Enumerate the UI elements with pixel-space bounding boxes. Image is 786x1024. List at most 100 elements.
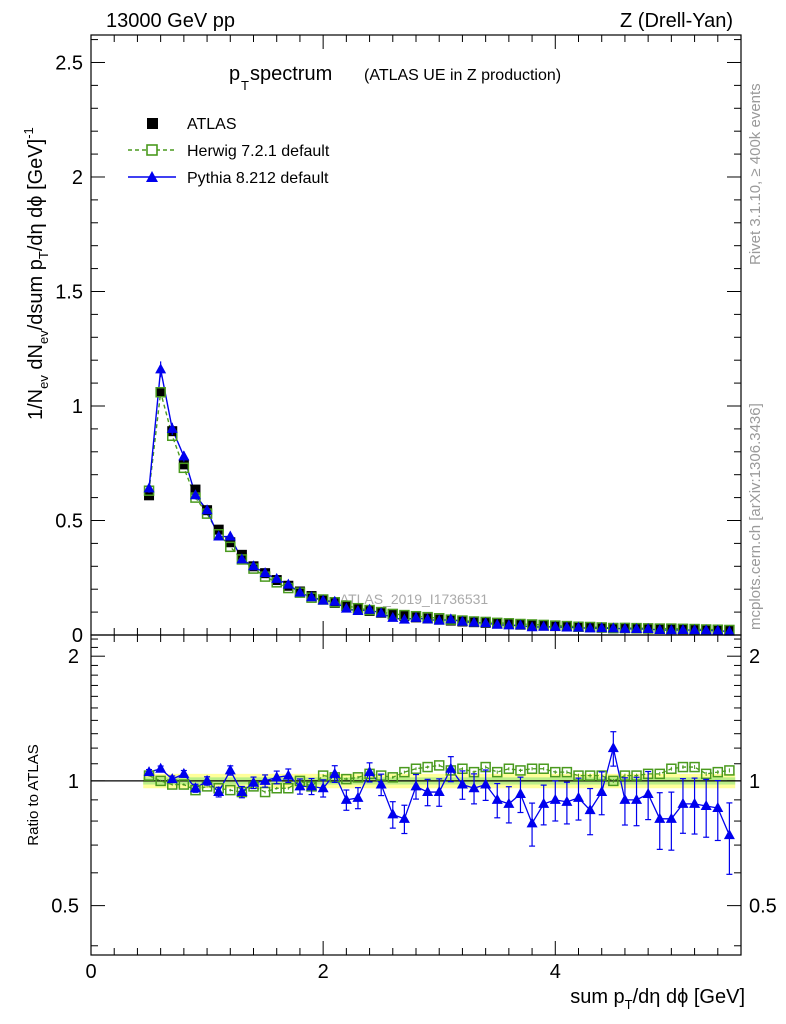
herwig-ratio-point xyxy=(515,765,526,776)
herwig-ratio-point xyxy=(584,770,596,781)
pythia-point xyxy=(654,623,666,634)
pythia-ratio-point xyxy=(538,797,550,808)
legend-marker-pythia xyxy=(146,171,158,182)
pythia-point xyxy=(480,617,492,628)
pythia-ratio-point xyxy=(689,797,701,808)
pythia-point xyxy=(166,422,178,433)
pythia-point xyxy=(364,603,376,614)
main-y-tick-label: 0.5 xyxy=(55,510,83,532)
plot-title: p T spectrum (ATLAS UE in Z production) xyxy=(229,63,561,93)
main-y-tick-label: 2.5 xyxy=(55,52,83,74)
rivet-label: Rivet 3.1.10, ≥ 400k events xyxy=(747,83,764,265)
pythia-ratio-point xyxy=(561,795,573,806)
pythia-point xyxy=(340,602,352,613)
header-left: 13000 GeV pp xyxy=(106,10,235,32)
pythia-point xyxy=(352,604,364,615)
pythia-ratio-point xyxy=(422,786,434,797)
legend-marker-herwig xyxy=(146,144,158,156)
pythia-ratio-point xyxy=(352,791,364,802)
pythia-point xyxy=(178,450,190,461)
x-tick-labels: 0 2 4 xyxy=(85,961,560,983)
pythia-ratio-point xyxy=(375,778,387,789)
pythia-ratio-point xyxy=(433,786,445,797)
herwig-ratio-point xyxy=(155,775,166,787)
pythia-point xyxy=(700,624,712,635)
pythia-ratio-point xyxy=(143,766,155,777)
x-tick-label: 0 xyxy=(85,961,96,983)
pythia-ratio-point xyxy=(340,793,352,804)
pythia-point xyxy=(491,618,503,629)
pythia-ratio-point xyxy=(317,782,329,793)
legend-entry-herwig: Herwig 7.2.1 default xyxy=(128,143,330,160)
analysis-watermark: ATLAS_2019_I1736531 xyxy=(340,591,489,607)
pythia-ratio-point xyxy=(329,767,341,778)
legend-label-pythia: Pythia 8.212 default xyxy=(187,170,329,187)
herwig-ratio-point xyxy=(410,763,422,774)
pythia-point xyxy=(456,615,468,626)
pythia-ratio-point xyxy=(155,762,167,773)
x-tick-label: 2 xyxy=(318,961,329,983)
pythia-ratio-point xyxy=(723,829,735,840)
legend-label-atlas: ATLAS xyxy=(187,116,237,133)
pythia-ratio-point xyxy=(248,776,259,787)
herwig-ratio-point xyxy=(433,760,445,771)
legend: ATLAS Herwig 7.2.1 default Pythia 8.212 … xyxy=(128,116,330,187)
legend-label-herwig: Herwig 7.2.1 default xyxy=(187,143,330,160)
herwig-ratio-point xyxy=(422,761,433,773)
herwig-ratio-point xyxy=(492,766,503,778)
pythia-ratio-point xyxy=(607,742,619,753)
pythia-ratio-point xyxy=(654,812,666,823)
pythia-point xyxy=(224,530,236,541)
pythia-point xyxy=(619,622,631,633)
pythia-ratio-point xyxy=(491,793,503,804)
pythia-point xyxy=(677,623,689,634)
atlas-point xyxy=(178,459,189,470)
pythia-point xyxy=(143,482,155,493)
pythia-point xyxy=(387,611,399,622)
pythia-point xyxy=(189,489,201,500)
ratio-panel: 0.5 0.5 1 1 2 2 0 2 4 Ratio to ATLAS sum pT/dη … xyxy=(25,634,777,1012)
pythia-point xyxy=(236,553,248,564)
ratio-y-tick-label-right: 0.5 xyxy=(749,896,777,918)
pythia-ratio-point xyxy=(514,787,526,798)
pythia-point xyxy=(422,613,434,624)
main-series xyxy=(143,361,735,636)
pythia-point xyxy=(584,622,596,633)
pythia-ratio-point xyxy=(259,774,271,785)
pythia-ratio-point xyxy=(445,762,457,773)
pythia-point xyxy=(271,572,283,583)
herwig-ratio-point xyxy=(666,763,677,774)
herwig-ratio-point xyxy=(503,763,515,774)
pythia-ratio-point xyxy=(584,804,596,815)
main-y-tick-label: 1 xyxy=(72,396,83,418)
herwig-ratio-point xyxy=(178,779,190,790)
atlas-point xyxy=(155,387,166,398)
title-spectrum: spectrum xyxy=(250,63,332,85)
herwig-ratio-point xyxy=(526,763,538,774)
pythia-point xyxy=(155,363,167,374)
ratio-y-tick-label-right: 1 xyxy=(749,771,760,793)
pythia-point xyxy=(445,613,457,624)
pythia-ratio-point xyxy=(468,782,480,793)
header-right: Z (Drell-Yan) xyxy=(620,10,733,32)
pythia-point xyxy=(248,560,259,571)
pythia-ratio-point xyxy=(631,793,643,804)
ratio-y-tick-labels: 0.5 0.5 1 1 2 2 xyxy=(51,646,777,917)
main-y-tick-labels: 0 0.5 1 1.5 2 2.5 xyxy=(55,52,83,647)
main-ticks xyxy=(90,35,742,636)
pythia-point xyxy=(561,621,573,632)
pythia-ratio-point xyxy=(456,778,468,789)
pythia-ratio-point xyxy=(480,778,492,789)
pythia-point xyxy=(201,504,213,515)
x-tick-label: 4 xyxy=(550,961,561,983)
ratio-series xyxy=(143,731,735,875)
pythia-point xyxy=(712,624,724,635)
main-y-axis-label: 1/Nev dNev/dsum pT/dη dϕ [GeV]-1 xyxy=(21,127,51,420)
herwig-ratio-point xyxy=(341,773,352,785)
herwig-ratio-point xyxy=(712,766,724,778)
pythia-ratio-point xyxy=(642,787,654,798)
title-sub: T xyxy=(241,78,249,93)
herwig-ratio-point xyxy=(561,766,573,778)
pythia-point xyxy=(329,595,341,606)
